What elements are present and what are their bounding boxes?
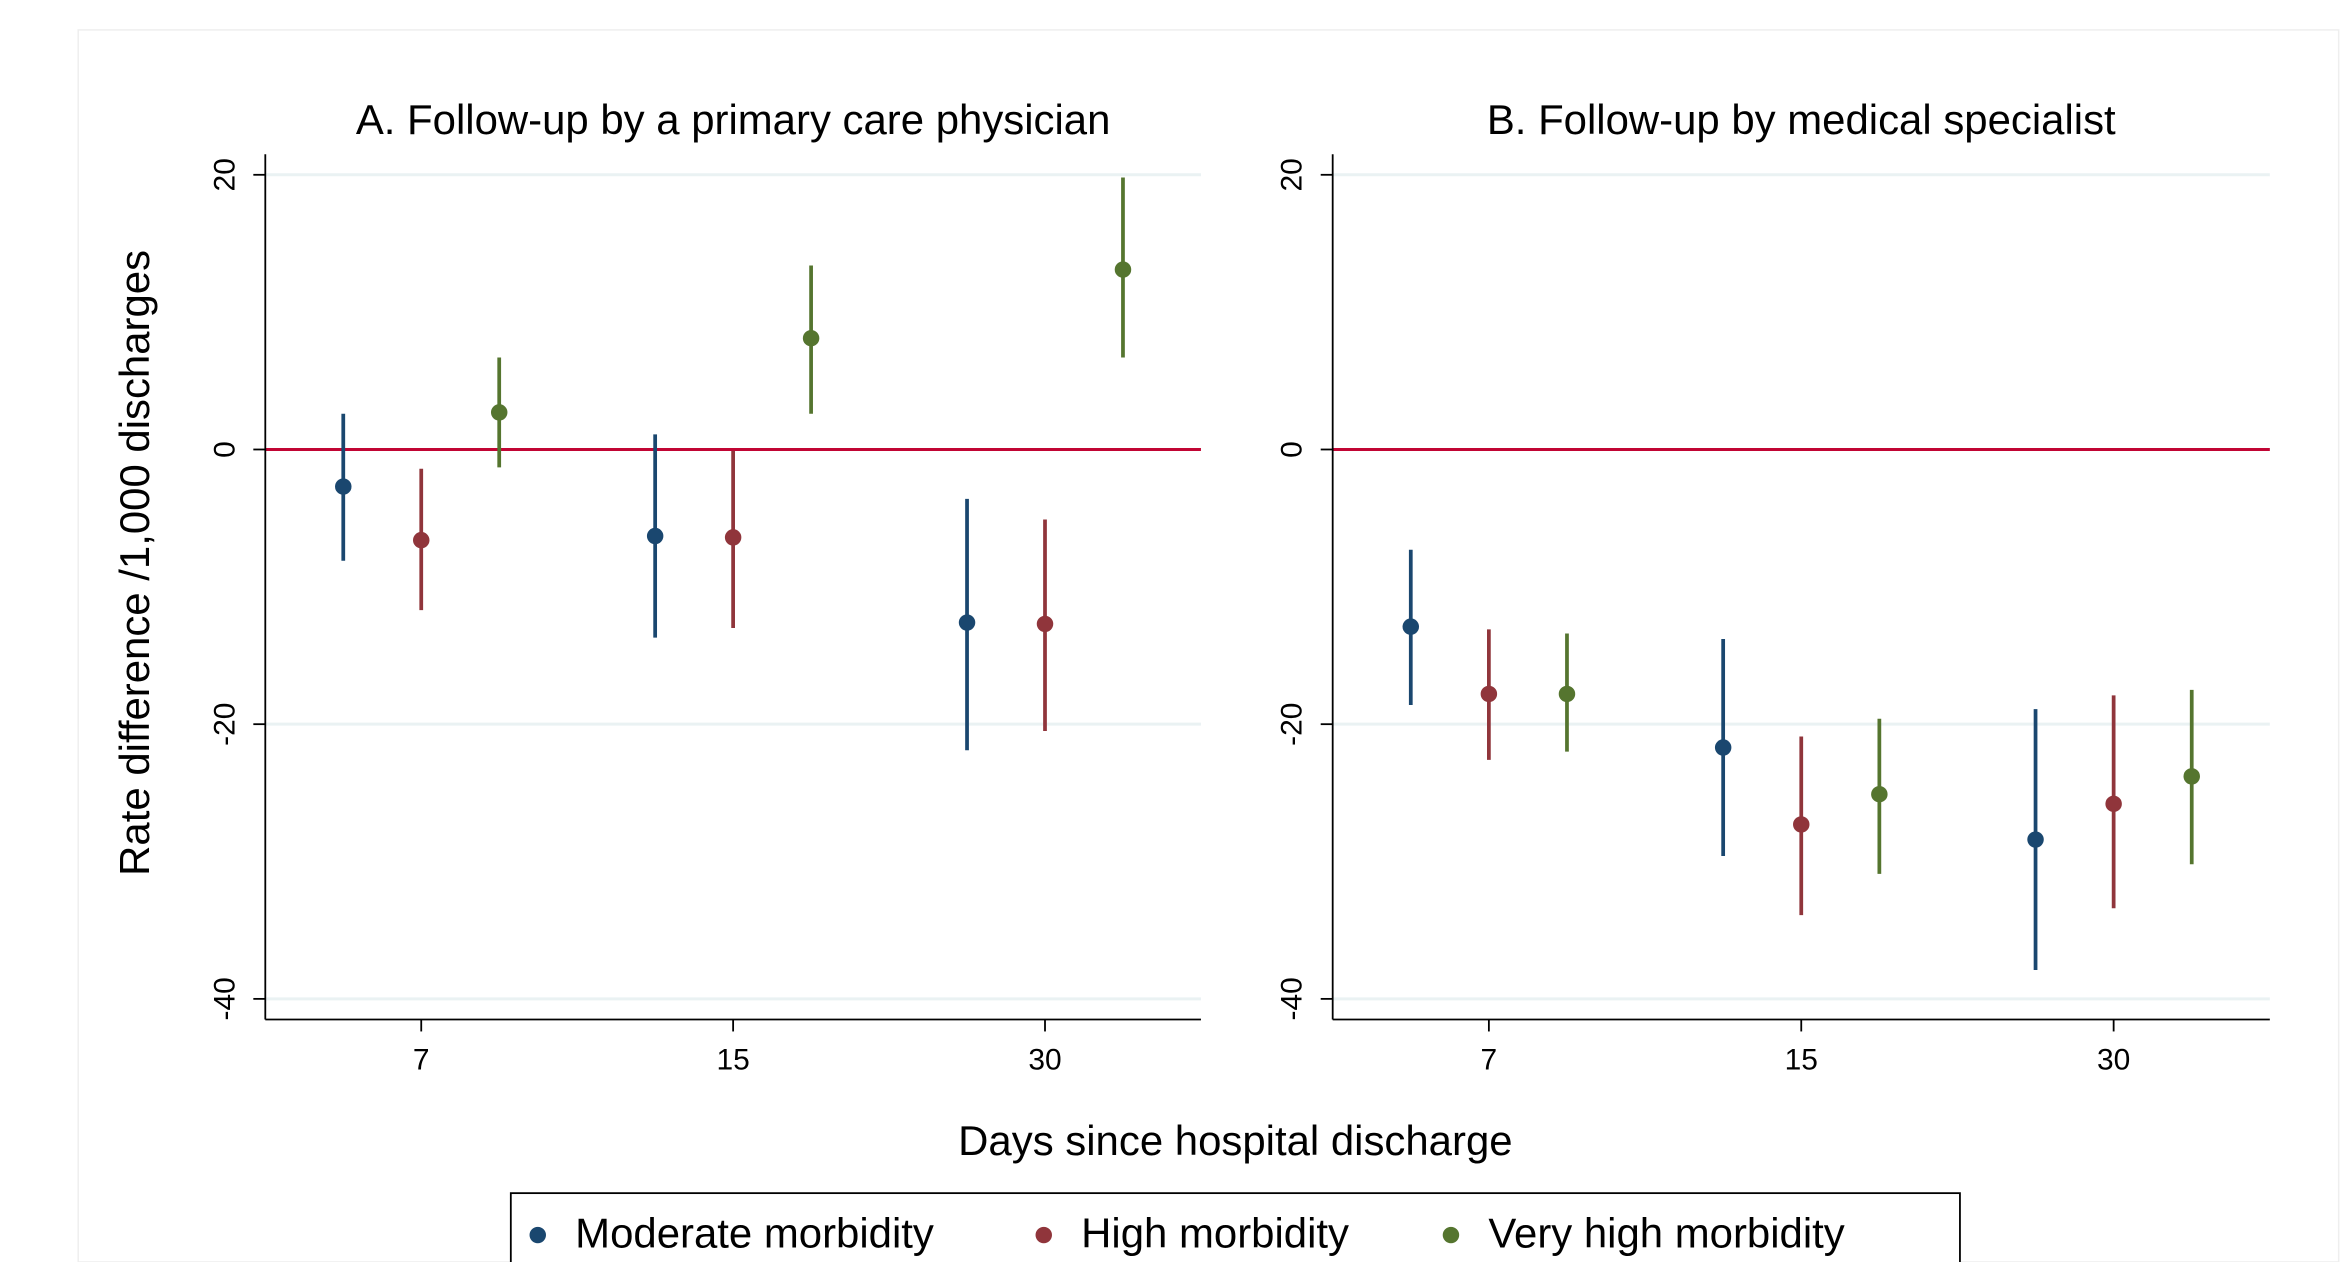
point bbox=[958, 614, 976, 631]
point bbox=[1871, 785, 1888, 803]
y-tick-label: 20 bbox=[208, 158, 241, 191]
legend-marker bbox=[1442, 1226, 1460, 1244]
y-tick-label: -40 bbox=[1276, 977, 1309, 1020]
y-tick-label: -20 bbox=[208, 703, 241, 746]
x-axis-title: Days since hospital discharge bbox=[958, 1117, 1512, 1164]
legend-box bbox=[509, 1192, 1961, 1262]
legend-label: High morbidity bbox=[1081, 1210, 1349, 1257]
point bbox=[2027, 831, 2044, 848]
legend-marker bbox=[1035, 1226, 1052, 1244]
point bbox=[1114, 261, 1132, 278]
point bbox=[490, 404, 508, 421]
x-tick-label: 30 bbox=[2097, 1043, 2130, 1076]
legend-marker bbox=[529, 1226, 546, 1244]
x-tick-label: 7 bbox=[413, 1043, 430, 1076]
point bbox=[2105, 795, 2122, 813]
x-tick-label: 30 bbox=[1028, 1043, 1061, 1076]
point bbox=[1793, 816, 1810, 833]
y-tick-label: 0 bbox=[208, 441, 241, 458]
point bbox=[646, 527, 664, 545]
point bbox=[1402, 618, 1420, 635]
point bbox=[802, 330, 820, 347]
y-tick-label: -20 bbox=[1276, 703, 1309, 746]
legend-label: Moderate morbidity bbox=[575, 1210, 934, 1257]
x-tick-label: 15 bbox=[716, 1043, 749, 1076]
y-tick-label: 0 bbox=[1276, 441, 1309, 458]
point bbox=[2183, 768, 2200, 785]
x-tick-label: 15 bbox=[1785, 1043, 1818, 1076]
point bbox=[1036, 615, 1054, 633]
point bbox=[1558, 685, 1576, 703]
y-tick-label: 20 bbox=[1276, 158, 1309, 191]
x-tick-label: 7 bbox=[1481, 1043, 1498, 1076]
point bbox=[1480, 685, 1498, 703]
chart-title: B. Follow-up by medical specialist bbox=[1487, 96, 2116, 143]
point bbox=[335, 478, 352, 495]
chart-title: A. Follow-up by a primary care physician bbox=[356, 96, 1111, 143]
legend-label: Very high morbidity bbox=[1488, 1210, 1844, 1257]
point bbox=[724, 529, 742, 546]
point bbox=[1714, 739, 1732, 756]
frame bbox=[77, 29, 2340, 1262]
y-axis-title: Rate difference /1,000 discharges bbox=[111, 250, 158, 876]
point bbox=[413, 531, 430, 549]
y-tick-label: -40 bbox=[208, 977, 241, 1020]
